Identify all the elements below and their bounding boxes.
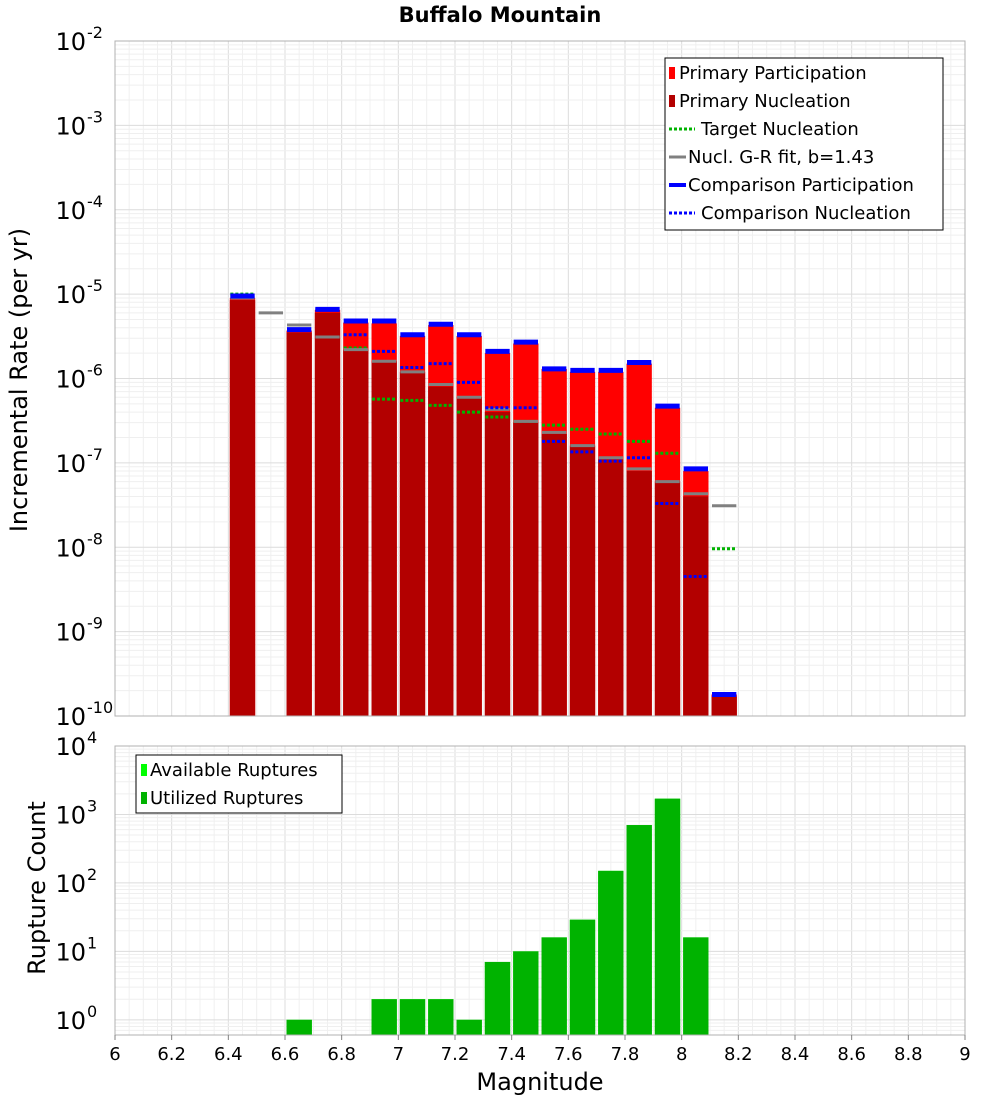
rate-bar-1	[513, 422, 539, 716]
count-y-tick-label: 10	[55, 1007, 86, 1035]
count-legend-label-0: Available Ruptures	[150, 760, 318, 781]
count-y-tick-label: 10	[55, 801, 86, 829]
rate-y-tick-exponent: -7	[87, 445, 103, 464]
rate-y-tick-label: 10	[55, 619, 86, 647]
count-y-tick-exponent: 1	[87, 933, 97, 952]
count-legend-swatch-0	[141, 764, 147, 776]
count-y-tick-label: 10	[55, 938, 86, 966]
x-tick-label: 6	[109, 1044, 120, 1065]
count-bar-1	[513, 951, 539, 1035]
rate-bar-1	[626, 471, 652, 716]
bottom-y-axis-title: Rupture Count	[23, 801, 51, 975]
count-y-tick-label: 10	[55, 870, 86, 898]
x-tick-label: 8	[676, 1044, 687, 1065]
legend-label-1: Primary Nucleation	[679, 91, 851, 112]
chart-title: Buffalo Mountain	[399, 3, 602, 27]
count-bar-1	[286, 1019, 312, 1035]
count-bar-1	[428, 999, 454, 1035]
legend-label-4: Comparison Participation	[688, 175, 914, 196]
count-y-tick-exponent: 0	[87, 1002, 97, 1021]
count-bar-1	[598, 870, 624, 1035]
rate-y-tick-label: 10	[55, 281, 86, 309]
rate-y-tick-exponent: -9	[87, 614, 103, 633]
legend-label-0: Primary Participation	[679, 63, 867, 84]
count-bar-1	[456, 1019, 482, 1035]
rate-y-tick-exponent: -2	[87, 23, 103, 42]
x-tick-label: 6.8	[327, 1044, 356, 1065]
rate-bar-1	[456, 397, 482, 716]
rate-bar-1	[598, 459, 624, 716]
rate-bar-1	[229, 300, 256, 716]
x-tick-label: 8.8	[894, 1044, 923, 1065]
count-legend	[135, 754, 343, 814]
rate-y-tick-label: 10	[55, 28, 86, 56]
count-bar-1	[484, 961, 511, 1035]
rate-bar-1	[711, 696, 737, 716]
rate-bar-1	[286, 332, 312, 716]
legend-label-5: Comparison Nucleation	[701, 203, 911, 224]
x-tick-label: 8.4	[781, 1044, 810, 1065]
count-bar-1	[654, 798, 681, 1035]
legend-swatch-0	[669, 67, 675, 79]
x-tick-label: 8.2	[724, 1044, 753, 1065]
count-bar-1	[541, 937, 567, 1035]
rate-y-tick-label: 10	[55, 703, 86, 731]
count-legend-label-1: Utilized Ruptures	[150, 788, 303, 809]
rate-y-tick-label: 10	[55, 450, 86, 478]
rate-bar-1	[428, 386, 454, 716]
rate-bar-1	[399, 371, 426, 716]
rate-y-tick-exponent: -10	[87, 698, 113, 717]
count-bar-1	[626, 825, 652, 1035]
x-tick-label: 7.4	[497, 1044, 526, 1065]
rate-y-tick-exponent: -5	[87, 276, 103, 295]
top-y-axis-title: Incremental Rate (per yr)	[5, 228, 33, 532]
count-plot-border	[114, 745, 966, 1036]
x-tick-label: 7.2	[441, 1044, 470, 1065]
rate-y-tick-label: 10	[55, 366, 86, 394]
x-tick-label: 9	[959, 1044, 970, 1065]
rate-bar-1	[541, 433, 567, 716]
rate-plot-border	[114, 40, 966, 717]
x-tick-label: 8.6	[837, 1044, 866, 1065]
rate-y-tick-exponent: -4	[87, 192, 103, 211]
rate-bar-1	[343, 349, 369, 716]
x-axis-title: Magnitude	[476, 1068, 603, 1096]
x-tick-label: 7.6	[554, 1044, 583, 1065]
legend-swatch-1	[669, 95, 675, 107]
count-bar-1	[569, 919, 596, 1035]
rate-bar-1	[654, 481, 681, 716]
count-bar-1	[371, 999, 397, 1035]
rate-y-tick-label: 10	[55, 112, 86, 140]
rate-bar-1	[569, 445, 596, 716]
rate-bar-1	[484, 412, 511, 716]
rate-bar-1	[371, 361, 397, 716]
x-tick-label: 6.6	[271, 1044, 300, 1065]
count-y-tick-exponent: 4	[87, 728, 97, 747]
legend-label-2: Target Nucleation	[700, 119, 859, 140]
count-bar-1	[399, 999, 426, 1035]
rate-y-tick-label: 10	[55, 534, 86, 562]
count-bar-1	[683, 937, 709, 1035]
count-y-tick-exponent: 2	[87, 865, 97, 884]
count-y-tick-exponent: 3	[87, 796, 97, 815]
rate-y-tick-label: 10	[55, 197, 86, 225]
rate-legend	[664, 57, 944, 231]
count-y-tick-label: 10	[55, 733, 86, 761]
x-tick-label: 6.4	[214, 1044, 243, 1065]
rate-y-tick-exponent: -6	[87, 361, 103, 380]
rate-y-tick-exponent: -8	[87, 529, 103, 548]
x-tick-label: 6.2	[157, 1044, 186, 1065]
rate-y-tick-exponent: -3	[87, 107, 103, 126]
x-tick-label: 7.8	[611, 1044, 640, 1065]
rate-bar-1	[683, 496, 709, 716]
rupture-count-panel: 10 010 110 210 310 46 6.2 6.4 6.6 6.8 7 7.2 7.4 7.6 7.…	[55, 728, 970, 1065]
rate-bar-1	[314, 312, 341, 716]
count-legend-swatch-1	[141, 792, 147, 804]
legend-label-3: Nucl. G-R fit, b=1.43	[688, 147, 874, 168]
x-tick-label: 7	[393, 1044, 404, 1065]
